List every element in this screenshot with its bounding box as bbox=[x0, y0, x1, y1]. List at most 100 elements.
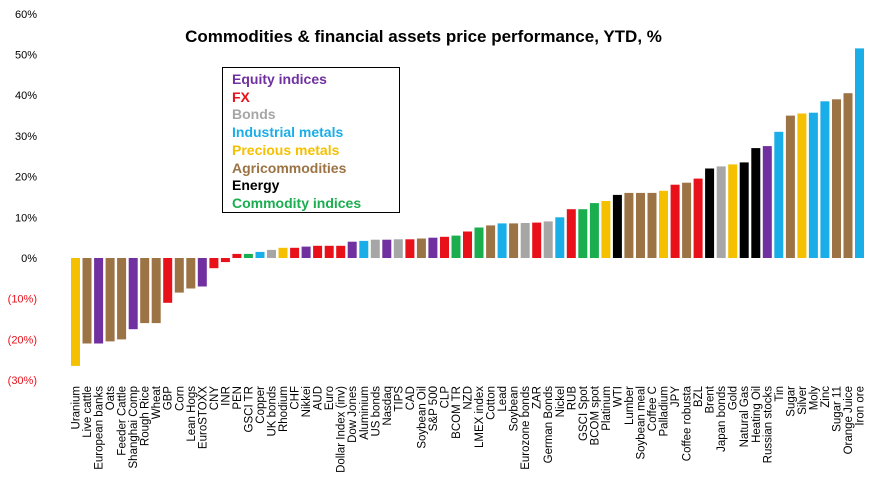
x-tick-label: INR bbox=[220, 386, 232, 406]
bar bbox=[278, 247, 288, 258]
x-tick-label: GSCI Spot bbox=[578, 385, 590, 441]
bar bbox=[751, 148, 761, 258]
bar bbox=[474, 227, 484, 258]
x-tick-label: Nickel bbox=[555, 386, 567, 417]
x-tick-label: Russian stocks bbox=[762, 386, 774, 464]
y-tick-label: (20%) bbox=[8, 334, 37, 346]
x-tick-label: Sugar 11 bbox=[832, 386, 844, 432]
bar bbox=[359, 240, 369, 258]
bar bbox=[324, 245, 334, 258]
bar bbox=[808, 112, 818, 258]
bar bbox=[693, 178, 703, 258]
x-tick-label: Copper bbox=[255, 386, 267, 424]
x-tick-label: TIPS bbox=[393, 386, 405, 412]
x-tick-label: Orange Juice bbox=[843, 386, 855, 454]
legend-item-fx: FX bbox=[232, 88, 250, 105]
bar bbox=[313, 245, 323, 258]
x-tick-label: Platinum bbox=[601, 386, 613, 431]
legend-item-precious-metals: Precious metals bbox=[232, 141, 340, 158]
x-tick-label: Brent bbox=[705, 385, 717, 413]
x-tick-label: Heating Oil bbox=[751, 386, 763, 443]
y-tick-label: (10%) bbox=[8, 294, 37, 306]
x-tick-label: European banks bbox=[94, 386, 106, 470]
x-tick-label: Natural Gas bbox=[739, 386, 751, 448]
x-tick-label: German Bonds bbox=[543, 386, 555, 464]
bar bbox=[370, 239, 380, 258]
x-tick-label: Moly bbox=[808, 386, 820, 411]
bar bbox=[232, 253, 242, 258]
x-tick-label: Lead bbox=[497, 386, 509, 412]
x-tick-label: Gold bbox=[728, 386, 740, 410]
x-tick-label: Coffee C bbox=[647, 386, 659, 431]
y-axis-ticks: 60% 50% 40% 30% 20% 10% 0% (10%) (20%) (30%) bbox=[8, 9, 38, 387]
x-tick-label: PEN bbox=[232, 386, 244, 410]
bar bbox=[624, 192, 634, 258]
bar bbox=[416, 238, 426, 258]
x-tick-label: Soybean Oil bbox=[416, 386, 428, 449]
x-tick-label: Zinc bbox=[820, 386, 832, 408]
bar bbox=[428, 237, 438, 258]
x-tick-label: CAD bbox=[405, 386, 417, 410]
x-tick-label: Tin bbox=[774, 386, 786, 402]
x-tick-label: Lumber bbox=[624, 386, 636, 425]
x-tick-label: NZD bbox=[463, 386, 475, 410]
bar bbox=[382, 239, 392, 258]
y-tick-label: 0% bbox=[21, 253, 37, 265]
y-tick-label: 30% bbox=[15, 131, 37, 143]
bar bbox=[463, 231, 472, 258]
bar bbox=[797, 113, 807, 258]
x-tick-label: Live cattle bbox=[82, 386, 94, 438]
x-tick-label: Dow Jones bbox=[347, 386, 359, 443]
x-tick-label: BCOM TR bbox=[451, 386, 463, 439]
bar bbox=[578, 209, 588, 258]
x-tick-label: Rough Rice bbox=[140, 386, 152, 446]
bar bbox=[105, 258, 115, 342]
x-tick-label: CLP bbox=[440, 386, 452, 409]
x-tick-label: Cotton bbox=[486, 386, 498, 420]
x-tick-label: Uranium bbox=[71, 386, 83, 429]
bar bbox=[682, 182, 692, 258]
x-tick-label: UK bonds bbox=[267, 386, 279, 437]
y-tick-label: 40% bbox=[15, 90, 37, 102]
x-tick-label: Rhodium bbox=[278, 386, 290, 432]
x-tick-label: Japan bonds bbox=[716, 386, 728, 452]
legend-item-energy: Energy bbox=[232, 177, 280, 194]
x-tick-label: Dollar Index (inv) bbox=[336, 386, 348, 473]
bar bbox=[670, 184, 680, 258]
x-tick-label: BCOM spot bbox=[589, 385, 601, 445]
y-tick-label: 60% bbox=[15, 9, 37, 21]
bar bbox=[163, 258, 173, 303]
bar bbox=[705, 168, 715, 258]
y-tick-label: 50% bbox=[15, 50, 37, 62]
bar bbox=[601, 201, 611, 258]
bar bbox=[347, 241, 357, 258]
x-tick-label: Oats bbox=[105, 386, 117, 411]
chart-title: Commodities & financial assets price per… bbox=[185, 27, 662, 46]
bar bbox=[255, 251, 265, 258]
bar bbox=[393, 239, 403, 258]
x-tick-label: Wheat bbox=[151, 385, 163, 419]
bar bbox=[555, 217, 565, 258]
x-tick-label: Aluminium bbox=[359, 386, 371, 440]
bar bbox=[728, 164, 738, 258]
x-tick-label: Palladium bbox=[659, 386, 671, 437]
bar bbox=[405, 239, 415, 258]
x-tick-label: Corn bbox=[174, 386, 186, 411]
x-tick-label: Feeder Cattle bbox=[117, 386, 129, 456]
x-tick-label: EuroSTOXX bbox=[197, 386, 209, 449]
bar bbox=[636, 192, 645, 258]
x-tick-label: Coffee robusta bbox=[682, 385, 694, 461]
bar bbox=[140, 258, 150, 324]
y-tick-label: 20% bbox=[15, 172, 37, 184]
bar bbox=[151, 258, 161, 324]
x-tick-label: Lean Hogs bbox=[186, 386, 198, 442]
bar bbox=[301, 246, 311, 258]
x-tick-label: GSCI TR bbox=[243, 386, 255, 432]
bar bbox=[612, 194, 622, 258]
bar bbox=[486, 225, 496, 258]
x-tick-label: Eurozone bonds bbox=[520, 386, 532, 470]
x-tick-label: GBP bbox=[163, 386, 175, 411]
legend-item-bonds: Bonds bbox=[232, 106, 276, 123]
x-tick-label: Soybean meal bbox=[636, 386, 648, 460]
